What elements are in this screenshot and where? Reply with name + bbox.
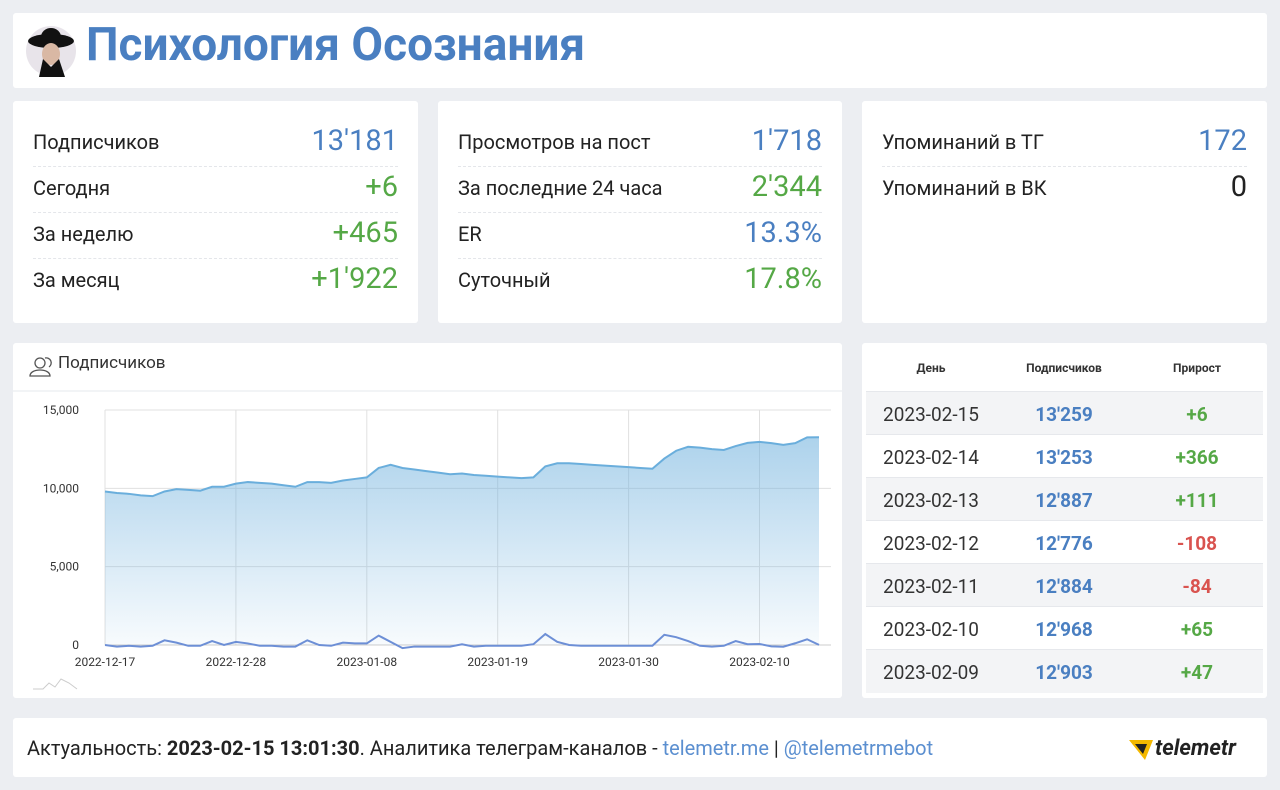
date-cell: 2023-02-15 — [883, 403, 979, 426]
growth-cell: +366 — [1175, 446, 1219, 469]
growth-cell: -108 — [1176, 532, 1218, 555]
brand: telemetr — [1155, 736, 1237, 761]
y-tick-label: 10,000 — [43, 481, 79, 495]
stat-value: 0 — [1230, 170, 1247, 204]
x-tick-label: 2023-01-19 — [467, 655, 528, 669]
chart-panel: Подписчиков 0 5,000 10,000 15,000 2022-12-17… — [13, 343, 842, 698]
stat-row: Суточный 17.8% — [458, 258, 822, 304]
chart-title: Подписчиков — [58, 353, 166, 373]
stat-value: 13.3% — [744, 216, 822, 250]
stat-value: 172 — [1198, 124, 1247, 158]
table-row: 2023-02-09 12'903 +47 — [866, 649, 1263, 693]
footer: Актуальность: 2023-02-15 13:01:30. Анали… — [13, 718, 1267, 777]
timestamp: 2023-02-15 13:01:30 — [166, 736, 360, 760]
line — [104, 436, 820, 498]
stat-value: 1'718 — [751, 124, 822, 158]
subscribers-cell: 12'887 — [1035, 489, 1093, 512]
growth-cell: +47 — [1180, 661, 1214, 684]
stat-row: Упоминаний в ВК 0 — [882, 166, 1247, 212]
date-cell: 2023-02-09 — [883, 661, 979, 684]
y-tick-label: 15,000 — [43, 403, 79, 417]
table-row: 2023-02-13 12'887 +111 — [866, 477, 1263, 521]
x-tick-label: 2023-01-30 — [598, 655, 659, 669]
user-icon — [29, 357, 52, 377]
date-cell: 2023-02-11 — [883, 575, 979, 598]
line — [104, 632, 820, 650]
y-tick-label: 0 — [72, 638, 79, 652]
stat-value: 13'181 — [311, 124, 398, 158]
column-header: День — [916, 361, 946, 375]
table-row: 2023-02-10 12'968 +65 — [866, 606, 1263, 650]
stat-label: Сегодня — [33, 176, 111, 200]
stat-card: Просмотров на пост 1'718 За последние 24 ч… — [438, 101, 842, 323]
stat-row: ER 13.3% — [458, 212, 822, 259]
table-row: 2023-02-14 13'253 +366 — [866, 434, 1263, 478]
stat-label: Суточный — [458, 268, 551, 292]
stat-row: Сегодня +6 — [33, 166, 398, 213]
stat-label: За неделю — [33, 222, 134, 246]
stat-value: 17.8% — [744, 262, 822, 296]
area — [105, 437, 819, 645]
stat-card: Упоминаний в ТГ 172 Упоминаний в ВК 0 — [862, 101, 1267, 323]
table-row: 2023-02-15 13'259 +6 — [866, 391, 1263, 435]
stat-label: За месяц — [33, 268, 120, 292]
growth-cell: +111 — [1175, 489, 1219, 512]
stat-label: ER — [458, 222, 482, 246]
avatar — [26, 26, 76, 77]
table-row: 2023-02-12 12'776 -108 — [866, 520, 1263, 564]
stat-label: Упоминаний в ВК — [882, 176, 1047, 200]
date-cell: 2023-02-13 — [883, 489, 979, 512]
column-header: Подписчиков — [1026, 361, 1102, 375]
header: Психология Осознания — [13, 13, 1267, 88]
footer-text: Актуальность: 2023-02-15 13:01:30. Анали… — [27, 736, 933, 760]
stat-label: Просмотров на пост — [458, 130, 651, 154]
stat-card: Подписчиков 13'181 Сегодня +6 За неделю +465 З… — [13, 101, 418, 323]
stat-row: Подписчиков 13'181 — [33, 120, 398, 167]
stat-label: За последние 24 часа — [458, 176, 663, 200]
stat-label: Упоминаний в ТГ — [882, 130, 1044, 154]
stat-value: +465 — [332, 216, 398, 250]
table-row: 2023-02-11 12'884 -84 — [866, 563, 1263, 607]
y-tick-label: 5,000 — [50, 560, 80, 574]
bot-link[interactable]: @telemetrmebot — [783, 736, 934, 760]
stat-row: За месяц +1'922 — [33, 258, 398, 304]
subscribers-cell: 12'968 — [1035, 618, 1093, 641]
stat-row: За последние 24 часа 2'344 — [458, 166, 822, 213]
footer-label: Актуальность: — [27, 736, 162, 760]
subscribers-cell: 12'884 — [1035, 575, 1093, 598]
stat-row: Упоминаний в ТГ 172 — [882, 120, 1247, 167]
subscribers-cell: 12'903 — [1035, 661, 1093, 684]
footer-note: . Аналитика телеграм-каналов - — [359, 736, 658, 760]
date-cell: 2023-02-14 — [883, 446, 979, 469]
subscribers-cell: 13'259 — [1035, 403, 1093, 426]
navigator — [33, 678, 78, 690]
date-cell: 2023-02-12 — [883, 532, 979, 555]
brand-logo: telemetr — [1129, 736, 1237, 761]
stat-row: Просмотров на пост 1'718 — [458, 120, 822, 167]
subscribers-cell: 13'253 — [1035, 446, 1093, 469]
growth-cell: -84 — [1182, 575, 1212, 598]
separator: | — [773, 736, 779, 760]
x-tick-label: 2023-01-08 — [337, 655, 398, 669]
table-panel: День Подписчиков Прирост 2023-02-15 13'259 +6… — [862, 343, 1267, 698]
channel-title: Психология Осознания — [86, 18, 586, 72]
subscribers-cell: 12'776 — [1035, 532, 1093, 555]
x-tick-label: 2023-02-10 — [729, 655, 790, 669]
growth-cell: +65 — [1180, 618, 1214, 641]
stat-row: За неделю +465 — [33, 212, 398, 259]
stat-value: +6 — [365, 170, 398, 204]
x-tick-label: 2022-12-28 — [206, 655, 267, 669]
x-tick-label: 2022-12-17 — [75, 655, 136, 669]
date-cell: 2023-02-10 — [883, 618, 979, 641]
site-link[interactable]: telemetr.me — [662, 736, 769, 760]
column-header: Прирост — [1173, 361, 1221, 375]
stat-value: +1'922 — [311, 262, 398, 296]
growth-cell: +6 — [1186, 403, 1208, 426]
chart: Подписчиков 0 5,000 10,000 15,000 2022-12-17… — [13, 353, 842, 690]
stat-value: 2'344 — [751, 170, 822, 204]
stat-label: Подписчиков — [33, 130, 160, 154]
